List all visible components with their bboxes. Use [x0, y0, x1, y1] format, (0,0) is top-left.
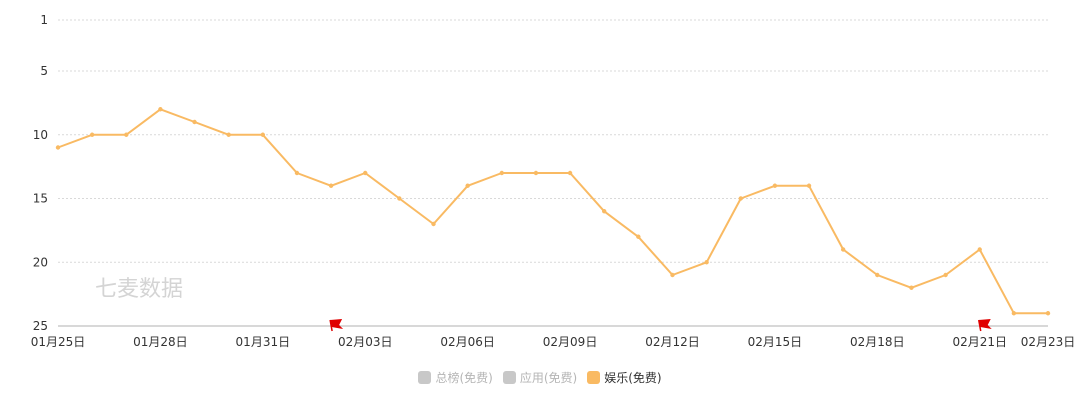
- data-point: [875, 272, 880, 278]
- data-point: [363, 170, 368, 176]
- data-point: [636, 234, 641, 239]
- data-point: [158, 107, 163, 112]
- data-point: [704, 260, 709, 265]
- x-tick-label: 02月03日: [338, 335, 393, 349]
- data-point: [670, 272, 675, 278]
- x-tick-label: 02月21日: [952, 335, 1007, 349]
- x-tick-label: 02月23日: [1021, 335, 1076, 349]
- data-point: [55, 145, 61, 150]
- flag-marker: [329, 319, 344, 332]
- legend-item-total-free[interactable]: 总榜(免费): [418, 369, 493, 386]
- data-point: [1045, 311, 1051, 316]
- x-tick-label: 01月31日: [236, 335, 291, 349]
- data-point: [226, 132, 231, 137]
- legend-swatch: [502, 371, 516, 384]
- data-point: [124, 132, 129, 137]
- x-tick-label: 02月12日: [645, 335, 700, 349]
- chart-legend: 总榜(免费) 应用(免费) 娱乐(免费): [0, 369, 1080, 386]
- data-point: [806, 183, 812, 188]
- x-tick-label: 02月09日: [543, 335, 598, 349]
- legend-label: 总榜(免费): [435, 371, 493, 385]
- data-point: [909, 285, 914, 290]
- legend-label: 应用(免费): [519, 371, 578, 385]
- y-tick-label: 1: [40, 13, 48, 27]
- x-tick-label: 02月15日: [748, 335, 803, 349]
- data-point: [738, 196, 743, 201]
- x-tick-label: 01月28日: [133, 335, 188, 349]
- data-point: [328, 183, 334, 188]
- y-tick-label: 15: [33, 192, 48, 206]
- watermark-text: 七麦数据: [95, 276, 183, 301]
- x-tick-label: 02月06日: [440, 335, 495, 349]
- legend-item-apps-free[interactable]: 应用(免费): [502, 369, 578, 386]
- legend-label: 娱乐(免费): [604, 371, 662, 385]
- y-tick-label: 20: [33, 255, 48, 269]
- legend-swatch: [587, 371, 601, 384]
- y-tick-label: 5: [40, 64, 48, 78]
- data-point: [772, 183, 778, 188]
- series-line: [57, 108, 1048, 315]
- data-point: [567, 170, 573, 176]
- data-point: [840, 247, 846, 252]
- flag-cloth: [978, 319, 992, 329]
- data-point: [1011, 311, 1017, 316]
- legend-item-entertainment-free[interactable]: 娱乐(免费): [587, 369, 662, 386]
- data-point: [943, 272, 948, 278]
- data-point: [431, 221, 436, 227]
- legend-swatch: [418, 371, 432, 384]
- x-tick-label: 02月18日: [850, 335, 905, 349]
- x-tick-label: 01月25日: [31, 335, 86, 349]
- data-point: [465, 183, 470, 188]
- data-point: [499, 170, 504, 176]
- data-point: [294, 170, 300, 176]
- data-point: [533, 170, 539, 176]
- data-point: [89, 132, 95, 137]
- flag-pole: [977, 319, 982, 332]
- data-point: [397, 196, 402, 201]
- data-point: [260, 132, 266, 137]
- y-tick-label: 25: [33, 319, 48, 333]
- flag-cloth: [330, 319, 344, 329]
- data-point: [602, 209, 607, 214]
- data-point: [977, 247, 982, 252]
- flag-pole: [329, 319, 333, 332]
- data-point: [192, 119, 197, 125]
- flag-marker: [977, 319, 992, 332]
- y-tick-label: 10: [33, 128, 48, 142]
